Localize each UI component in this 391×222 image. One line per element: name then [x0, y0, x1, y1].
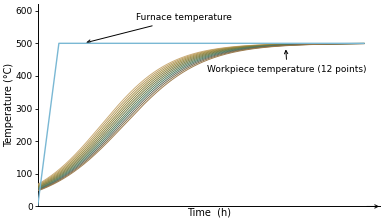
Y-axis label: Temperature (°C): Temperature (°C) [4, 63, 14, 147]
Text: Furnace temperature: Furnace temperature [87, 13, 231, 43]
Text: Workpiece temperature (12 points): Workpiece temperature (12 points) [207, 50, 367, 74]
X-axis label: Time  (h): Time (h) [187, 208, 231, 218]
